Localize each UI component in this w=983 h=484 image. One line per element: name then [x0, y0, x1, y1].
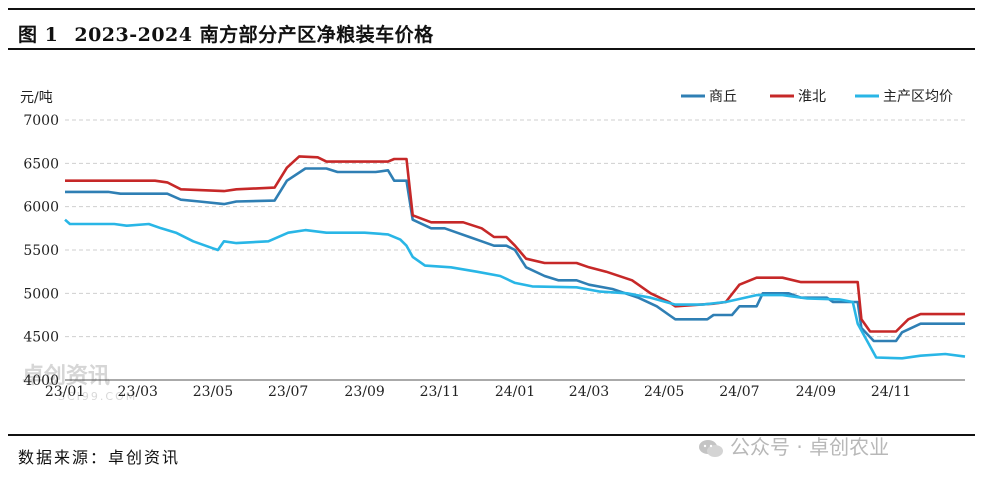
series-line-2 — [64, 218, 966, 360]
source-note: 数据来源：卓创资讯 — [18, 448, 181, 467]
x-tick-label: 24/11 — [871, 384, 911, 400]
legend-label-2: 主产区均价 — [883, 89, 953, 105]
y-tick-label: 4500 — [23, 330, 59, 346]
y-axis-label: 元/吨 — [20, 90, 53, 106]
x-tick-label: 24/07 — [719, 384, 759, 400]
figure-number: 图 1 — [18, 24, 59, 46]
watermark-wechat: 公众号 · 卓创农业 — [698, 431, 889, 460]
legend-label-1: 淮北 — [798, 89, 826, 105]
title-rule — [8, 48, 975, 50]
watermark-logo-en: SCI99.COM — [58, 390, 138, 403]
x-tick-label: 23/03 — [118, 384, 158, 400]
series-line-0 — [65, 167, 965, 343]
y-tick-label: 4000 — [23, 373, 59, 389]
x-tick-label: 23/09 — [344, 384, 384, 400]
y-tick-label: 5500 — [23, 243, 59, 259]
x-tick-label: 24/03 — [569, 384, 609, 400]
wechat-icon — [699, 439, 723, 457]
x-axis-ticks: 23/01 23/03 23/05 23/07 23/09 23/11 24/01 24/03… — [45, 384, 911, 400]
x-tick-label: 23/01 — [45, 384, 85, 400]
figure-title-text: 2023-2024 南方部分产区净粮装车价格 — [74, 24, 434, 46]
figure-title: 图 1 2023-2024 南方部分产区净粮装车价格 — [18, 20, 434, 47]
legend: 商丘 淮北 主产区均价 — [681, 89, 953, 105]
legend-label-0: 商丘 — [709, 89, 737, 105]
x-tick-label: 24/05 — [644, 384, 684, 400]
x-tick-label: 23/11 — [420, 384, 460, 400]
y-tick-label: 5000 — [23, 286, 59, 302]
x-tick-label: 23/05 — [193, 384, 233, 400]
grid-lines — [65, 119, 965, 338]
bottom-rule — [8, 434, 975, 436]
watermark-wechat-text: 公众号 · 卓创农业 — [730, 435, 890, 459]
top-rule — [8, 8, 975, 10]
y-tick-label: 7000 — [23, 113, 59, 129]
y-tick-label: 6500 — [23, 156, 59, 172]
x-tick-label: 24/01 — [495, 384, 535, 400]
watermark-logo-text: 卓创资讯 — [22, 364, 111, 389]
series-line-1 — [65, 155, 965, 333]
x-tick-label: 24/09 — [796, 384, 836, 400]
y-tick-label: 6000 — [23, 200, 59, 216]
x-tick-label: 23/07 — [268, 384, 308, 400]
series-lines — [64, 155, 966, 360]
y-axis-ticks: 4000 4500 5000 5500 6000 6500 7000 — [23, 113, 59, 389]
